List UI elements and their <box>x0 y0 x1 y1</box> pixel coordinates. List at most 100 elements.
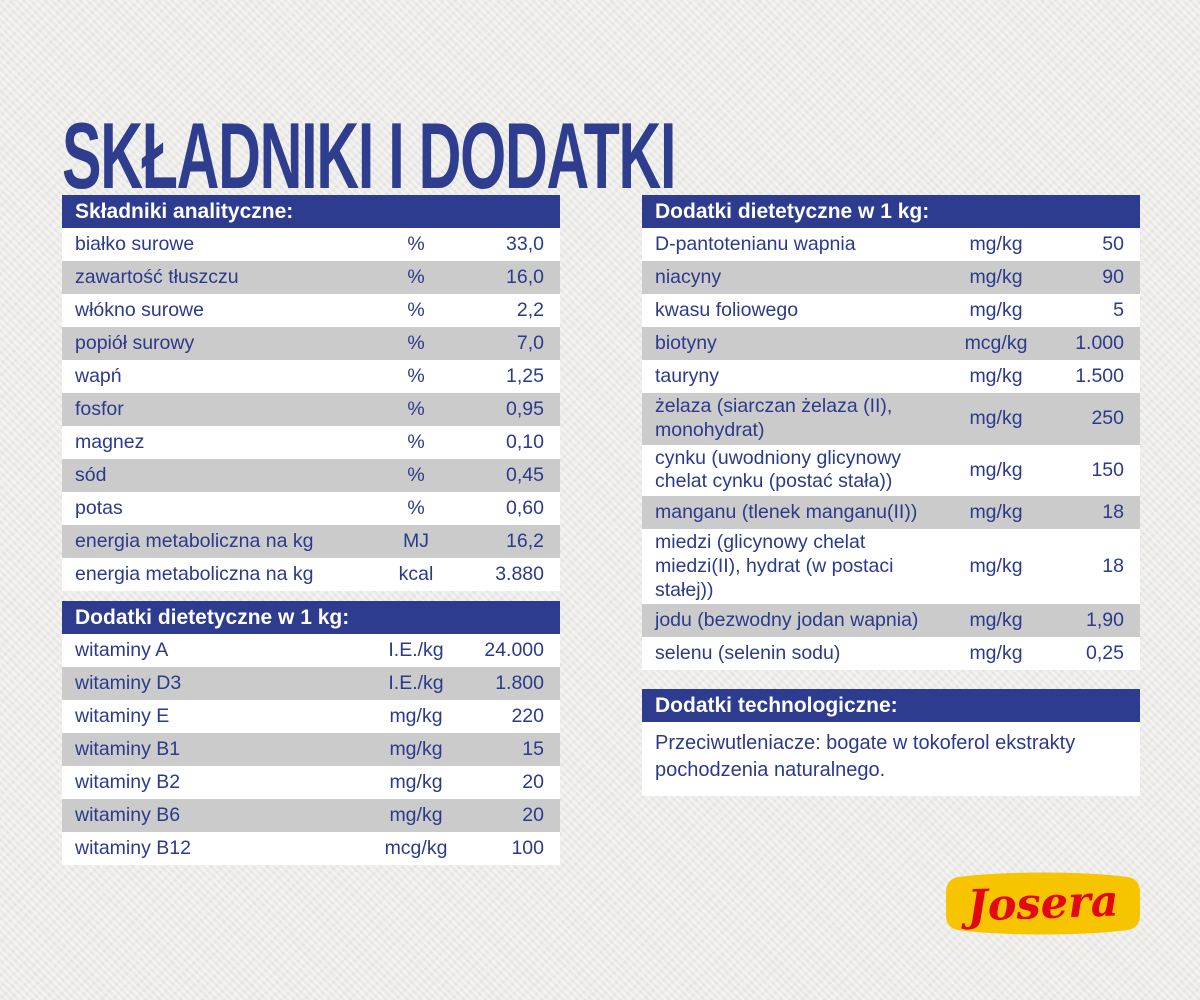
row-unit: % <box>407 398 425 420</box>
row-label: manganu (tlenek manganu(II)) <box>655 500 918 523</box>
row-value: 5 <box>1113 299 1124 321</box>
row-label: popiół surowy <box>75 331 195 354</box>
row-value: 220 <box>511 705 544 727</box>
table-row: D-pantotenianu wapnia mg/kg 50 <box>642 228 1140 261</box>
row-label: jodu (bezwodny jodan wapnia) <box>655 609 919 632</box>
row-value: 0,60 <box>506 497 544 519</box>
table-row: biotyny mcg/kg 1.000 <box>642 327 1140 360</box>
table-dietary-additives-vitamins: Dodatki dietetyczne w 1 kg: witaminy A I.… <box>62 601 560 865</box>
row-label: fosfor <box>75 397 124 420</box>
row-value: 50 <box>1102 233 1124 255</box>
row-unit: mg/kg <box>969 407 1023 430</box>
table-row: magnez% 0,10 <box>62 426 560 459</box>
table-row: cynku (uwodniony glicynowy chelat cynku … <box>642 444 1140 497</box>
row-value: 1.000 <box>1075 332 1124 354</box>
row-value: 2,2 <box>516 299 544 321</box>
table-row: manganu (tlenek manganu(II)) mg/kg 18 <box>642 496 1140 530</box>
row-label: kwasu foliowego <box>655 298 799 321</box>
row-unit: I.E./kg <box>388 639 444 661</box>
row-label: miedzi (glicynowy chelat miedzi(II), hyd… <box>655 531 894 601</box>
row-value: 0,95 <box>506 398 544 420</box>
row-value: 100 <box>511 837 544 859</box>
table-row: kwasu foliowego mg/kg 5 <box>642 294 1140 327</box>
row-label: potas <box>75 496 123 519</box>
table-rows-analytical: białko surowe% 33,0 zawartość tłuszczu% 16,… <box>62 228 560 591</box>
row-unit: mg/kg <box>969 299 1023 321</box>
row-label: witaminy B6 <box>75 803 181 826</box>
row-unit: mg/kg <box>389 705 443 727</box>
row-value: 1.800 <box>495 672 544 694</box>
table-row: miedzi (glicynowy chelat miedzi(II), hyd… <box>642 529 1140 605</box>
row-label: sód <box>75 463 107 486</box>
row-value: 33,0 <box>506 233 544 255</box>
page-title: SKŁADNIKI I DODATKI <box>62 102 676 208</box>
table-row: białko surowe% 33,0 <box>62 228 560 261</box>
row-label: białko surowe <box>75 232 195 255</box>
row-label: energia metaboliczna na kg <box>75 562 314 585</box>
row-unit: mg/kg <box>389 738 443 760</box>
row-label: witaminy B1 <box>75 737 181 760</box>
row-unit: mg/kg <box>969 233 1023 255</box>
row-unit: MJ <box>403 530 429 552</box>
row-unit: % <box>407 464 425 486</box>
table-analytical-components: Składniki analityczne: białko surowe% 33,… <box>62 195 560 591</box>
table-header-dietary-vitamins: Dodatki dietetyczne w 1 kg: <box>62 601 560 634</box>
table-row: jodu (bezwodny jodan wapnia) mg/kg 1,90 <box>642 604 1140 638</box>
table-rows-dietary-minerals: D-pantotenianu wapnia mg/kg 50 niacyny mg/kg… <box>642 228 1140 671</box>
row-value: 0,10 <box>506 431 544 453</box>
row-label: witaminy B2 <box>75 770 181 793</box>
row-value: 150 <box>1091 458 1124 481</box>
row-label: D-pantotenianu wapnia <box>655 232 856 255</box>
table-row: tauryny mg/kg 1.500 <box>642 360 1140 393</box>
row-unit: kcal <box>398 563 434 585</box>
row-value: 90 <box>1102 266 1124 288</box>
row-label: tauryny <box>655 364 719 387</box>
table-row: popiół surowy% 7,0 <box>62 327 560 360</box>
table-row: energia metaboliczna na kg kcal 3.880 <box>62 558 560 591</box>
row-unit: mg/kg <box>969 365 1023 387</box>
row-value: 0,45 <box>506 464 544 486</box>
row-value: 250 <box>1091 407 1124 430</box>
table-rows-dietary-vitamins: witaminy A I.E./kg 24.000 witaminy D3 I.E./k… <box>62 634 560 865</box>
row-label: witaminy A <box>75 638 169 661</box>
row-value: 1.500 <box>1075 365 1124 387</box>
row-label: wapń <box>75 364 122 387</box>
table-row: selenu (selenin sodu) mg/kg 0,25 <box>642 637 1140 671</box>
row-label: magnez <box>75 430 145 453</box>
table-row: witaminy B6 mg/kg 20 <box>62 799 560 832</box>
row-label: energia metaboliczna na kg <box>75 529 314 552</box>
row-value: 7,0 <box>516 332 544 354</box>
row-label: selenu (selenin sodu) <box>655 642 841 665</box>
row-value: 16,2 <box>506 530 544 552</box>
row-label: biotyny <box>655 331 717 354</box>
row-unit: I.E./kg <box>388 672 444 694</box>
row-value: 20 <box>522 804 544 826</box>
section-technological-additives: Dodatki technologiczne: Przeciwutleniacz… <box>642 689 1140 797</box>
row-value: 20 <box>522 771 544 793</box>
josera-logo-text: Josera <box>960 876 1120 931</box>
row-unit: % <box>407 431 425 453</box>
row-label: żelaza (siarczan żelaza (II), monohydrat… <box>655 395 893 441</box>
row-unit: mg/kg <box>389 771 443 793</box>
table-row: potas% 0,60 <box>62 492 560 525</box>
row-value: 24.000 <box>484 639 544 661</box>
row-unit: % <box>407 497 425 519</box>
row-label: włókno surowe <box>75 298 204 321</box>
row-value: 16,0 <box>506 266 544 288</box>
table-header-technological: Dodatki technologiczne: <box>642 689 1140 723</box>
row-unit: % <box>407 233 425 255</box>
row-value: 18 <box>1102 555 1124 578</box>
table-row: witaminy A I.E./kg 24.000 <box>62 634 560 667</box>
table-row: niacyny mg/kg 90 <box>642 261 1140 294</box>
row-label: witaminy B12 <box>75 836 191 859</box>
row-unit: mg/kg <box>969 642 1023 665</box>
row-unit: mcg/kg <box>384 837 448 859</box>
table-row: witaminy E mg/kg 220 <box>62 700 560 733</box>
table-header-dietary-minerals: Dodatki dietetyczne w 1 kg: <box>642 195 1140 228</box>
table-row: wapń% 1,25 <box>62 360 560 393</box>
table-row: sód% 0,45 <box>62 459 560 492</box>
table-row: włókno surowe% 2,2 <box>62 294 560 327</box>
row-value: 0,25 <box>1086 642 1124 665</box>
row-unit: mg/kg <box>969 458 1023 481</box>
table-row: energia metaboliczna na kg MJ 16,2 <box>62 525 560 558</box>
